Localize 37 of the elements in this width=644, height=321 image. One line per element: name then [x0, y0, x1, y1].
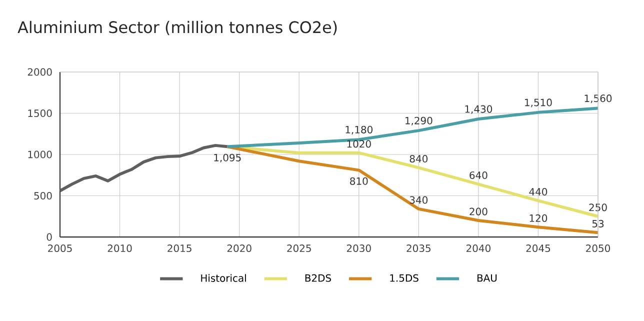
data-label: 640 [470, 171, 488, 180]
data-label: 1,510 [525, 98, 552, 108]
data-label: 340 [410, 196, 428, 204]
data-label: 1,430 [465, 105, 492, 114]
data-label: 1,290 [406, 116, 432, 126]
data-label: 840 [410, 154, 428, 163]
data-label: 1,095 [214, 154, 241, 162]
data-label: 120 [530, 214, 548, 222]
data-label: 440 [529, 188, 548, 196]
x-tick-label: 2045 [526, 244, 550, 252]
legend-label: 1.5DS [390, 274, 418, 282]
x-tick-label: 2040 [466, 244, 490, 252]
legend-label: B2DS [305, 274, 332, 282]
x-tick-label: 2025 [287, 244, 311, 252]
chart-title: Aluminium Sector (million tonnes CO2e) [18, 20, 337, 36]
y-tick-label: 2000 [28, 68, 52, 76]
legend-label: Historical [201, 274, 246, 282]
data-label: 53 [592, 220, 604, 228]
data-label: 200 [470, 208, 488, 216]
data-label: 1,560 [584, 94, 612, 104]
data-label: 1,180 [346, 126, 372, 134]
x-tick-label: 2020 [227, 244, 252, 252]
line-series [226, 106, 600, 148]
y-tick-label: 1000 [28, 150, 52, 158]
x-tick-label: 2035 [406, 244, 430, 252]
x-tick-label: 2010 [108, 244, 132, 252]
legend-label: BAU [477, 274, 497, 282]
data-label: 250 [589, 204, 607, 212]
x-tick-label: 2030 [346, 244, 371, 252]
y-tick-label: 0 [46, 233, 52, 241]
x-tick-label: 2050 [586, 244, 610, 252]
x-tick-label: 2005 [48, 244, 72, 252]
y-tick-label: 500 [34, 192, 52, 200]
x-tick-label: 2015 [168, 244, 192, 252]
data-label: 1020 [347, 140, 371, 148]
y-tick-label: 1500 [28, 109, 52, 118]
data-label: 810 [350, 177, 368, 185]
